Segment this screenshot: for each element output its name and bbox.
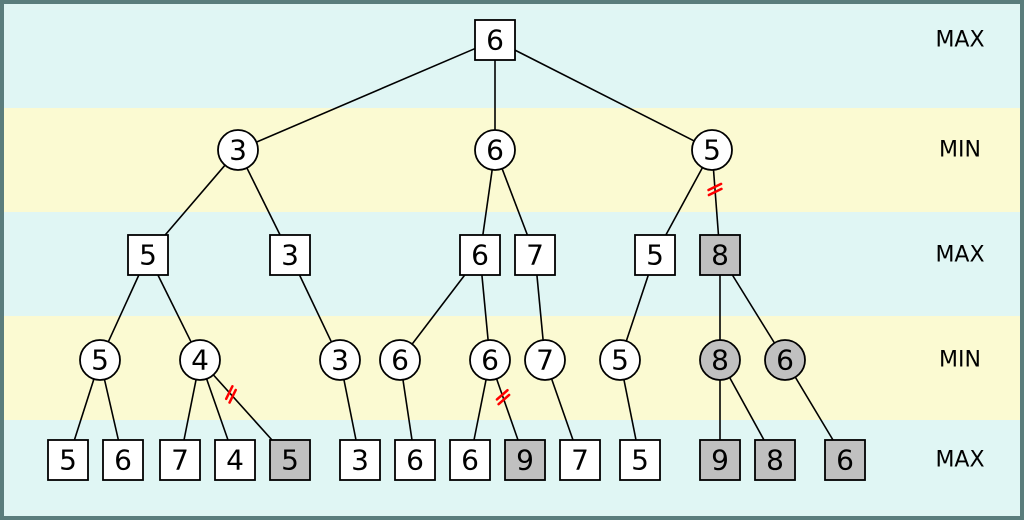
level-band (4, 316, 1020, 420)
level-label: MIN (939, 348, 981, 373)
node-value: 5 (59, 444, 77, 477)
node-value: 6 (836, 444, 854, 477)
node-value: 3 (351, 444, 369, 477)
node-value: 7 (171, 444, 189, 477)
node-value: 8 (711, 344, 729, 377)
node-value: 5 (611, 344, 629, 377)
node-value: 6 (114, 444, 132, 477)
node-value: 4 (191, 344, 209, 377)
level-label: MAX (935, 243, 984, 268)
node-value: 6 (776, 344, 794, 377)
node-value: 6 (471, 239, 489, 272)
node-value: 8 (766, 444, 784, 477)
node-value: 6 (486, 24, 504, 57)
node-value: 4 (226, 444, 244, 477)
level-label: MIN (939, 138, 981, 163)
node-value: 3 (229, 134, 247, 167)
node-value: 6 (486, 134, 504, 167)
node-value: 9 (516, 444, 534, 477)
node-value: 7 (536, 344, 554, 377)
level-label: MAX (935, 448, 984, 473)
node-value: 5 (646, 239, 664, 272)
minimax-tree: 6 3 6 5 5 3 6 7 5 8 5 4 3 6 6 7 5 8 6 5 6 7 4 5 3 6 6 9 7 5 9 8 6 MAX MIN M… (0, 0, 1024, 520)
node-value: 6 (391, 344, 409, 377)
node-value: 7 (571, 444, 589, 477)
node-value: 3 (331, 344, 349, 377)
node-value: 5 (91, 344, 109, 377)
node-value: 6 (481, 344, 499, 377)
node-value: 6 (406, 444, 424, 477)
node-value: 5 (139, 239, 157, 272)
node-value: 3 (281, 239, 299, 272)
level-label: MAX (935, 28, 984, 53)
node-value: 5 (281, 444, 299, 477)
node-value: 5 (631, 444, 649, 477)
node-value: 9 (711, 444, 729, 477)
node-value: 7 (526, 239, 544, 272)
node-value: 5 (703, 134, 721, 167)
node-value: 8 (711, 239, 729, 272)
node-value: 6 (461, 444, 479, 477)
